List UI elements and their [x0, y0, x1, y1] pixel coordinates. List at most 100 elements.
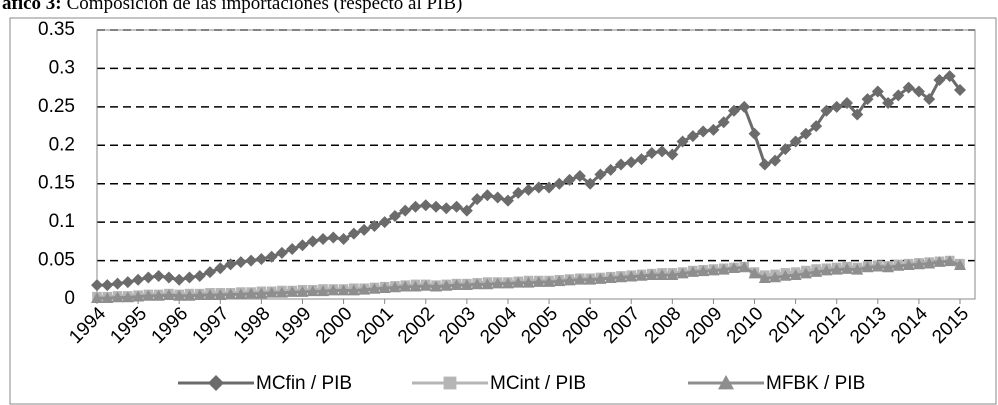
data-point — [902, 259, 915, 270]
title-label: áfico 3: — [2, 0, 62, 14]
data-point — [820, 104, 833, 117]
data-point — [358, 283, 371, 295]
data-point — [882, 261, 895, 273]
data-point — [501, 277, 514, 289]
data-point — [347, 284, 360, 296]
data-point — [840, 97, 853, 110]
data-point — [419, 279, 432, 291]
data-point — [501, 194, 514, 207]
data-point — [214, 262, 227, 275]
data-point — [666, 148, 679, 161]
data-point — [275, 246, 288, 259]
data-point — [871, 260, 884, 272]
data-point — [861, 93, 874, 106]
data-point — [604, 163, 617, 176]
data-point — [594, 273, 607, 284]
data-point — [789, 269, 802, 280]
data-point — [399, 280, 412, 292]
data-point — [799, 127, 812, 140]
data-point — [440, 202, 453, 215]
data-point — [614, 271, 627, 283]
data-point — [409, 280, 422, 292]
data-point — [481, 189, 494, 202]
y-tick-label: 0.1 — [49, 211, 75, 232]
data-point — [204, 266, 217, 279]
legend-label: MCfin / PIB — [256, 373, 352, 394]
data-point — [882, 97, 895, 110]
data-point — [265, 250, 278, 263]
data-point — [471, 278, 484, 290]
data-point — [450, 279, 463, 290]
data-point — [645, 146, 658, 159]
data-point — [481, 278, 494, 290]
data-point — [697, 125, 710, 138]
data-point — [142, 271, 155, 284]
legend-label: MFBK / PIB — [766, 373, 865, 394]
data-point — [717, 116, 730, 129]
y-tick-label: 0.05 — [38, 250, 75, 271]
y-tick-label: 0.3 — [49, 57, 75, 78]
data-point — [923, 257, 936, 269]
data-point — [234, 288, 247, 300]
data-point — [183, 271, 196, 284]
data-point — [460, 279, 473, 290]
data-point — [912, 85, 925, 98]
data-point — [532, 181, 545, 194]
data-point — [912, 258, 925, 270]
data-point — [861, 261, 874, 273]
data-point — [101, 279, 114, 292]
data-point — [296, 239, 309, 252]
data-point — [399, 204, 412, 217]
data-point — [111, 291, 124, 303]
data-point — [799, 267, 812, 279]
data-point — [347, 227, 360, 240]
legend-label: MCint / PIB — [490, 373, 586, 394]
data-point — [193, 289, 206, 300]
data-point — [255, 253, 268, 266]
data-point — [676, 135, 689, 148]
legend-marker — [208, 375, 224, 391]
data-point — [204, 289, 217, 300]
data-point — [584, 177, 597, 190]
data-point — [727, 262, 740, 274]
data-point — [553, 275, 566, 287]
data-point — [317, 233, 330, 246]
data-point — [656, 145, 669, 158]
data-point — [584, 273, 597, 285]
data-point — [707, 123, 720, 136]
data-point — [522, 276, 535, 288]
chart-title: áfico 3: Composición de las importaciones… — [2, 0, 462, 14]
data-point — [337, 233, 350, 246]
data-point — [748, 267, 761, 279]
data-point — [265, 286, 278, 298]
data-point — [409, 200, 422, 213]
data-point — [738, 261, 751, 273]
data-point — [543, 276, 556, 287]
data-point — [697, 265, 710, 277]
data-point — [892, 259, 905, 271]
data-point — [553, 177, 566, 190]
data-point — [933, 256, 946, 267]
data-point — [337, 284, 350, 296]
data-point — [748, 127, 761, 140]
data-point — [306, 285, 319, 297]
data-point — [830, 263, 843, 275]
data-point — [111, 277, 124, 290]
data-point — [635, 153, 648, 166]
data-point — [193, 269, 206, 282]
data-point — [789, 135, 802, 148]
title-text: Composición de las importaciones (respec… — [67, 0, 463, 14]
data-point — [707, 264, 720, 276]
data-point — [286, 243, 299, 256]
data-point — [388, 281, 401, 293]
data-point — [152, 289, 165, 301]
data-point — [563, 173, 576, 186]
data-point — [810, 266, 823, 277]
data-point — [101, 292, 114, 304]
data-point — [378, 216, 391, 229]
data-point — [491, 277, 504, 289]
data-point — [820, 264, 833, 276]
data-point — [419, 199, 432, 212]
data-point — [543, 181, 556, 194]
